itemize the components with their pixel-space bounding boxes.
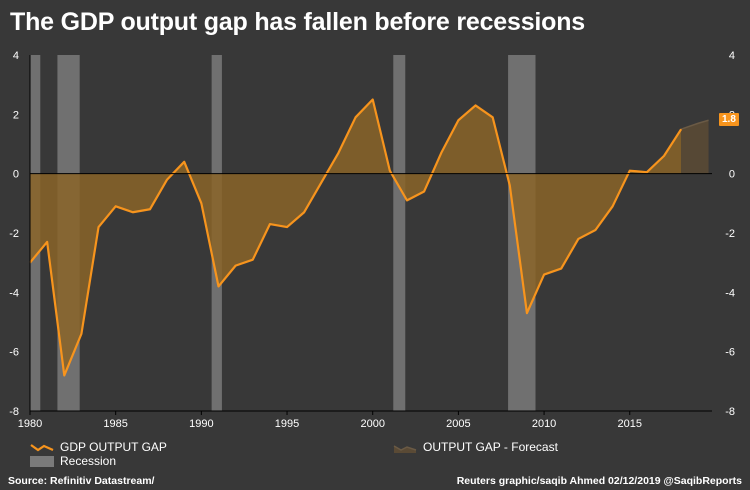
legend-right: OUTPUT GAP - Forecast [393, 440, 558, 454]
series-areas [30, 99, 709, 376]
gdp-output-gap-area [30, 99, 682, 376]
legend-item-gdp: GDP OUTPUT GAP [30, 440, 167, 454]
forecast-line [680, 119, 709, 130]
series-lines [29, 98, 709, 377]
x-tick-label-2: 1990 [189, 418, 213, 430]
legend-swatch-recession [30, 455, 54, 467]
y-tick-label-right-2: 0 [729, 169, 735, 181]
y-tick-label-right-0: 4 [729, 50, 735, 62]
y-tick-label-right-4: -4 [725, 287, 735, 299]
y-tick-label-right-6: -8 [725, 406, 735, 418]
x-tick-label-1: 1985 [103, 418, 127, 430]
legend-item-recession: Recession [30, 454, 167, 468]
y-tick-label-left-4: -4 [9, 287, 19, 299]
forecast-area [681, 120, 709, 174]
x-tick-label-3: 1995 [275, 418, 299, 430]
y-tick-label-left-6: -8 [9, 406, 19, 418]
x-tick-label-5: 2005 [446, 418, 470, 430]
gdp-output-gap-line [29, 98, 683, 377]
chart-title: The GDP output gap has fallen before rec… [10, 8, 585, 36]
x-tick-label-6: 2010 [532, 418, 556, 430]
y-tick-label-left-0: 4 [13, 50, 19, 62]
legend-item-forecast: OUTPUT GAP - Forecast [393, 440, 558, 454]
y-tick-label-left-2: 0 [13, 169, 19, 181]
last-value-badge: 1.8 [719, 113, 739, 127]
x-tick-label-0: 1980 [18, 418, 42, 430]
legend-left: GDP OUTPUT GAP Recession [30, 440, 167, 468]
y-tick-label-right-3: -2 [725, 228, 735, 240]
y-tick-label-left-1: 2 [13, 109, 19, 121]
x-tick-label-7: 2015 [618, 418, 642, 430]
legend-label-recession: Recession [60, 454, 117, 468]
recession-band-3 [393, 55, 406, 411]
credit-note: Reuters graphic/saqib Ahmed 02/12/2019 @… [456, 475, 742, 487]
legend-label-gdp: GDP OUTPUT GAP [60, 440, 167, 454]
legend-swatch-forecast [393, 445, 417, 453]
recession-bands [30, 55, 536, 411]
y-tick-label-left-3: -2 [9, 228, 19, 240]
source-note: Source: Refinitiv Datastream/ [8, 475, 155, 487]
y-tick-label-left-5: -6 [9, 347, 19, 359]
legend-label-forecast: OUTPUT GAP - Forecast [423, 440, 558, 454]
y-tick-label-right-5: -6 [725, 347, 735, 359]
legend-swatch-gdp [30, 444, 54, 452]
axes: 442200-2-2-4-4-6-6-8-8198019851990199520… [9, 50, 735, 430]
x-tick-label-4: 2000 [360, 418, 384, 430]
